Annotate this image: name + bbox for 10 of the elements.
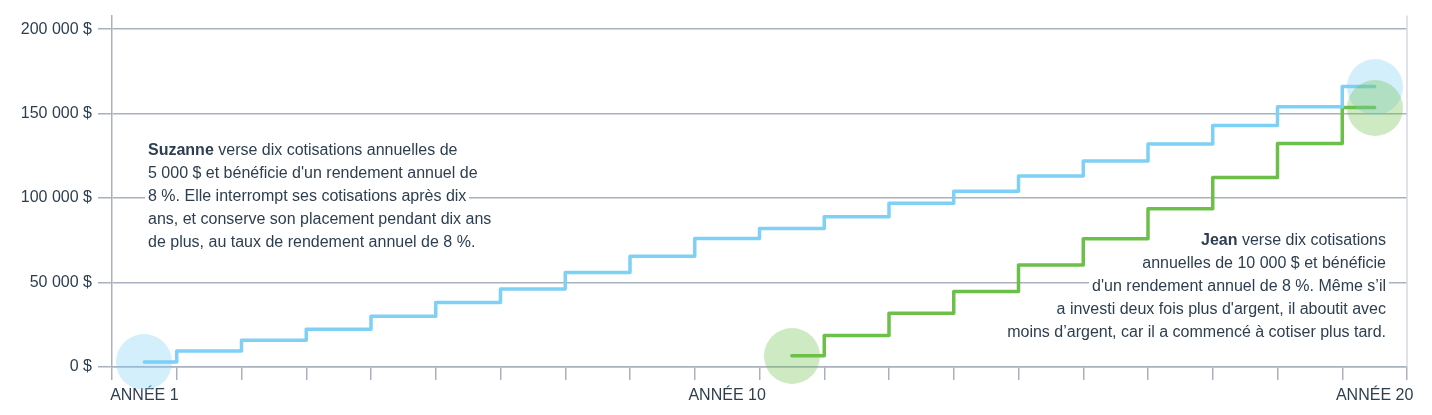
- x-tick-label: ANNÉE 20: [1335, 385, 1414, 404]
- x-tick-label: ANNÉE 10: [688, 385, 766, 404]
- y-tick-label: 50 000 $: [29, 272, 93, 290]
- annotation: Jean verse dix cotisations annuelles de 10 000 $ et bénéficie d'un rendement annuel de 8 %. Même s’il a investi deux fois plus d'argent, il aboutit avec moins d’argent, car il a commencé à cotiser plus tard.: [1007, 231, 1386, 340]
- y-tick-label: 100 000 $: [20, 188, 93, 206]
- y-tick-label: 150 000 $: [20, 103, 93, 121]
- annotation: Suzanne verse dix cotisations annuelles de 5 000 $ et bénéficie d'un rendement annuel de 8 %. Elle interrompt ses cotisations après dix ans, et conserve son placement pendant dix ans de plus, au taux de rendement annuel de 8 %.: [148, 141, 492, 250]
- y-tick-label: 0 $: [69, 357, 93, 375]
- x-tick-label: ANNÉE 1: [110, 385, 179, 404]
- y-tick-label: 200 000 $: [20, 19, 93, 37]
